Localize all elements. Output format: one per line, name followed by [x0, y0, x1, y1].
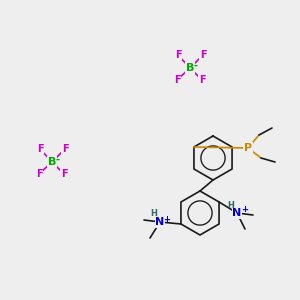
Text: P: P [244, 143, 252, 153]
Text: F: F [200, 50, 206, 60]
Text: -: - [194, 61, 198, 71]
Text: F: F [37, 144, 43, 154]
Text: -: - [56, 155, 60, 165]
Text: B: B [48, 157, 56, 167]
Text: F: F [174, 75, 180, 85]
Text: B: B [186, 63, 194, 73]
Text: N: N [155, 217, 165, 227]
Text: +: + [164, 214, 170, 224]
Text: +: + [242, 206, 248, 214]
Text: F: F [61, 169, 67, 179]
Text: F: F [36, 169, 42, 179]
Text: F: F [62, 144, 68, 154]
Text: H: H [151, 209, 158, 218]
Text: N: N [232, 208, 242, 218]
Text: F: F [199, 75, 205, 85]
Text: H: H [228, 200, 234, 209]
Text: F: F [175, 50, 181, 60]
